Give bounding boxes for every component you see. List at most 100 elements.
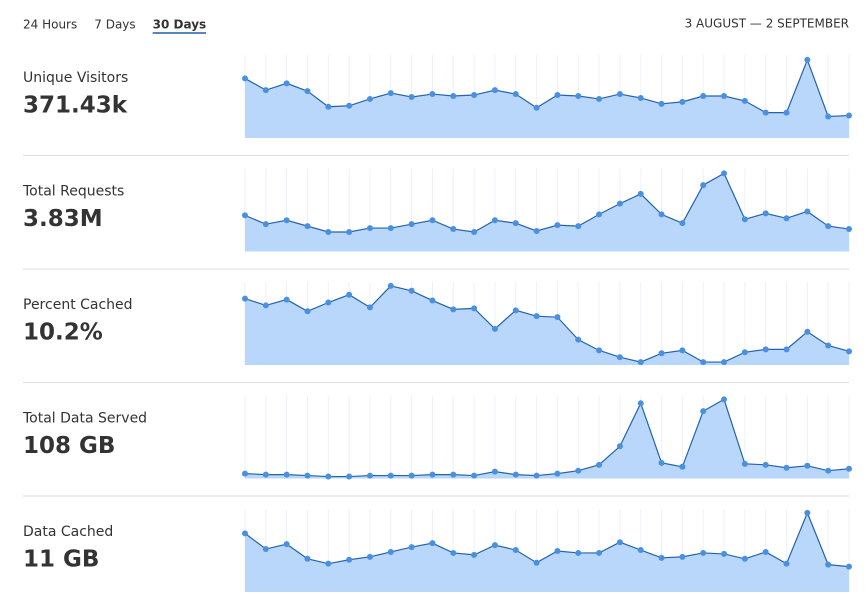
data-point — [387, 472, 394, 479]
data-point — [679, 463, 686, 470]
data-point — [804, 56, 811, 63]
data-point — [783, 215, 790, 222]
date-range: 3 AUGUST — 2 SEPTEMBER — [685, 17, 849, 31]
data-point — [533, 559, 540, 566]
data-point — [242, 470, 248, 477]
data-point — [304, 223, 311, 230]
data-point — [554, 470, 561, 477]
data-point — [491, 87, 498, 94]
data-point — [846, 563, 852, 570]
line — [244, 511, 850, 568]
data-point — [721, 359, 728, 366]
data-point — [533, 313, 540, 320]
data-point — [637, 190, 644, 197]
data-point — [658, 459, 665, 466]
data-point — [408, 93, 415, 100]
data-point — [242, 212, 248, 219]
data-point — [325, 103, 332, 110]
data-point — [429, 91, 436, 98]
data-point — [512, 471, 519, 478]
metric-label: Total Data Served — [22, 411, 147, 427]
data-point — [283, 541, 290, 548]
data-point — [825, 467, 832, 474]
data-point — [846, 112, 852, 119]
data-point — [283, 80, 290, 87]
data-point — [616, 91, 623, 98]
data-point — [741, 97, 748, 104]
data-point — [304, 472, 311, 479]
data-point — [450, 306, 457, 313]
data-point — [679, 553, 686, 560]
data-point — [658, 350, 665, 357]
data-point — [366, 553, 373, 560]
data-point — [512, 91, 519, 98]
data-point — [825, 342, 832, 349]
data-point — [658, 211, 665, 218]
data-point — [700, 549, 707, 556]
data-point — [450, 549, 457, 556]
metric-value: 10.2% — [23, 320, 103, 346]
data-point — [554, 92, 561, 99]
data-point — [262, 221, 269, 228]
data-point — [325, 473, 332, 480]
data-point — [325, 228, 332, 235]
data-point — [491, 468, 498, 475]
data-point — [825, 561, 832, 568]
data-point — [471, 92, 478, 99]
data-point — [325, 560, 332, 567]
data-point — [700, 408, 707, 415]
data-point — [366, 472, 373, 479]
data-point — [283, 471, 290, 478]
tab[interactable]: 7 Days — [94, 18, 135, 32]
data-point — [721, 93, 728, 100]
data-point — [616, 443, 623, 450]
data-point — [637, 547, 644, 554]
data-point — [408, 472, 415, 479]
data-point — [762, 109, 769, 116]
data-point — [429, 471, 436, 478]
data-point — [596, 549, 603, 556]
metric-value: 3.83M — [23, 206, 103, 232]
data-point — [429, 217, 436, 224]
metric-value: 108 GB — [23, 433, 115, 459]
data-point — [700, 359, 707, 366]
data-point — [242, 295, 248, 302]
data-point — [491, 217, 498, 224]
tab[interactable]: 24 Hours — [23, 18, 77, 32]
data-point — [512, 547, 519, 554]
data-point — [450, 226, 457, 233]
metric-value: 11 GB — [23, 547, 99, 573]
area — [245, 512, 849, 592]
data-point — [804, 462, 811, 469]
data-point — [346, 556, 353, 563]
data-point — [825, 113, 832, 120]
data-point — [242, 75, 248, 82]
data-point — [387, 90, 394, 97]
data-point — [450, 93, 457, 100]
data-point — [262, 471, 269, 478]
data-point — [596, 347, 603, 354]
data-point — [304, 308, 311, 315]
data-point — [304, 555, 311, 562]
data-point — [283, 217, 290, 224]
tab[interactable]: 30 Days — [153, 18, 207, 32]
metric-label: Data Cached — [23, 524, 113, 540]
data-point — [762, 346, 769, 353]
line — [244, 172, 850, 233]
line — [244, 285, 850, 363]
data-point — [658, 100, 665, 107]
line — [244, 398, 850, 478]
data-point — [741, 460, 748, 467]
data-point — [846, 226, 852, 233]
area — [245, 173, 849, 252]
data-point — [450, 471, 457, 478]
data-point — [596, 461, 603, 468]
data-point — [679, 347, 686, 354]
data-point — [366, 304, 373, 311]
area — [245, 399, 849, 479]
data-point — [762, 461, 769, 468]
metric-value: 371.43k — [23, 93, 128, 119]
data-point — [741, 216, 748, 223]
data-point — [491, 542, 498, 549]
